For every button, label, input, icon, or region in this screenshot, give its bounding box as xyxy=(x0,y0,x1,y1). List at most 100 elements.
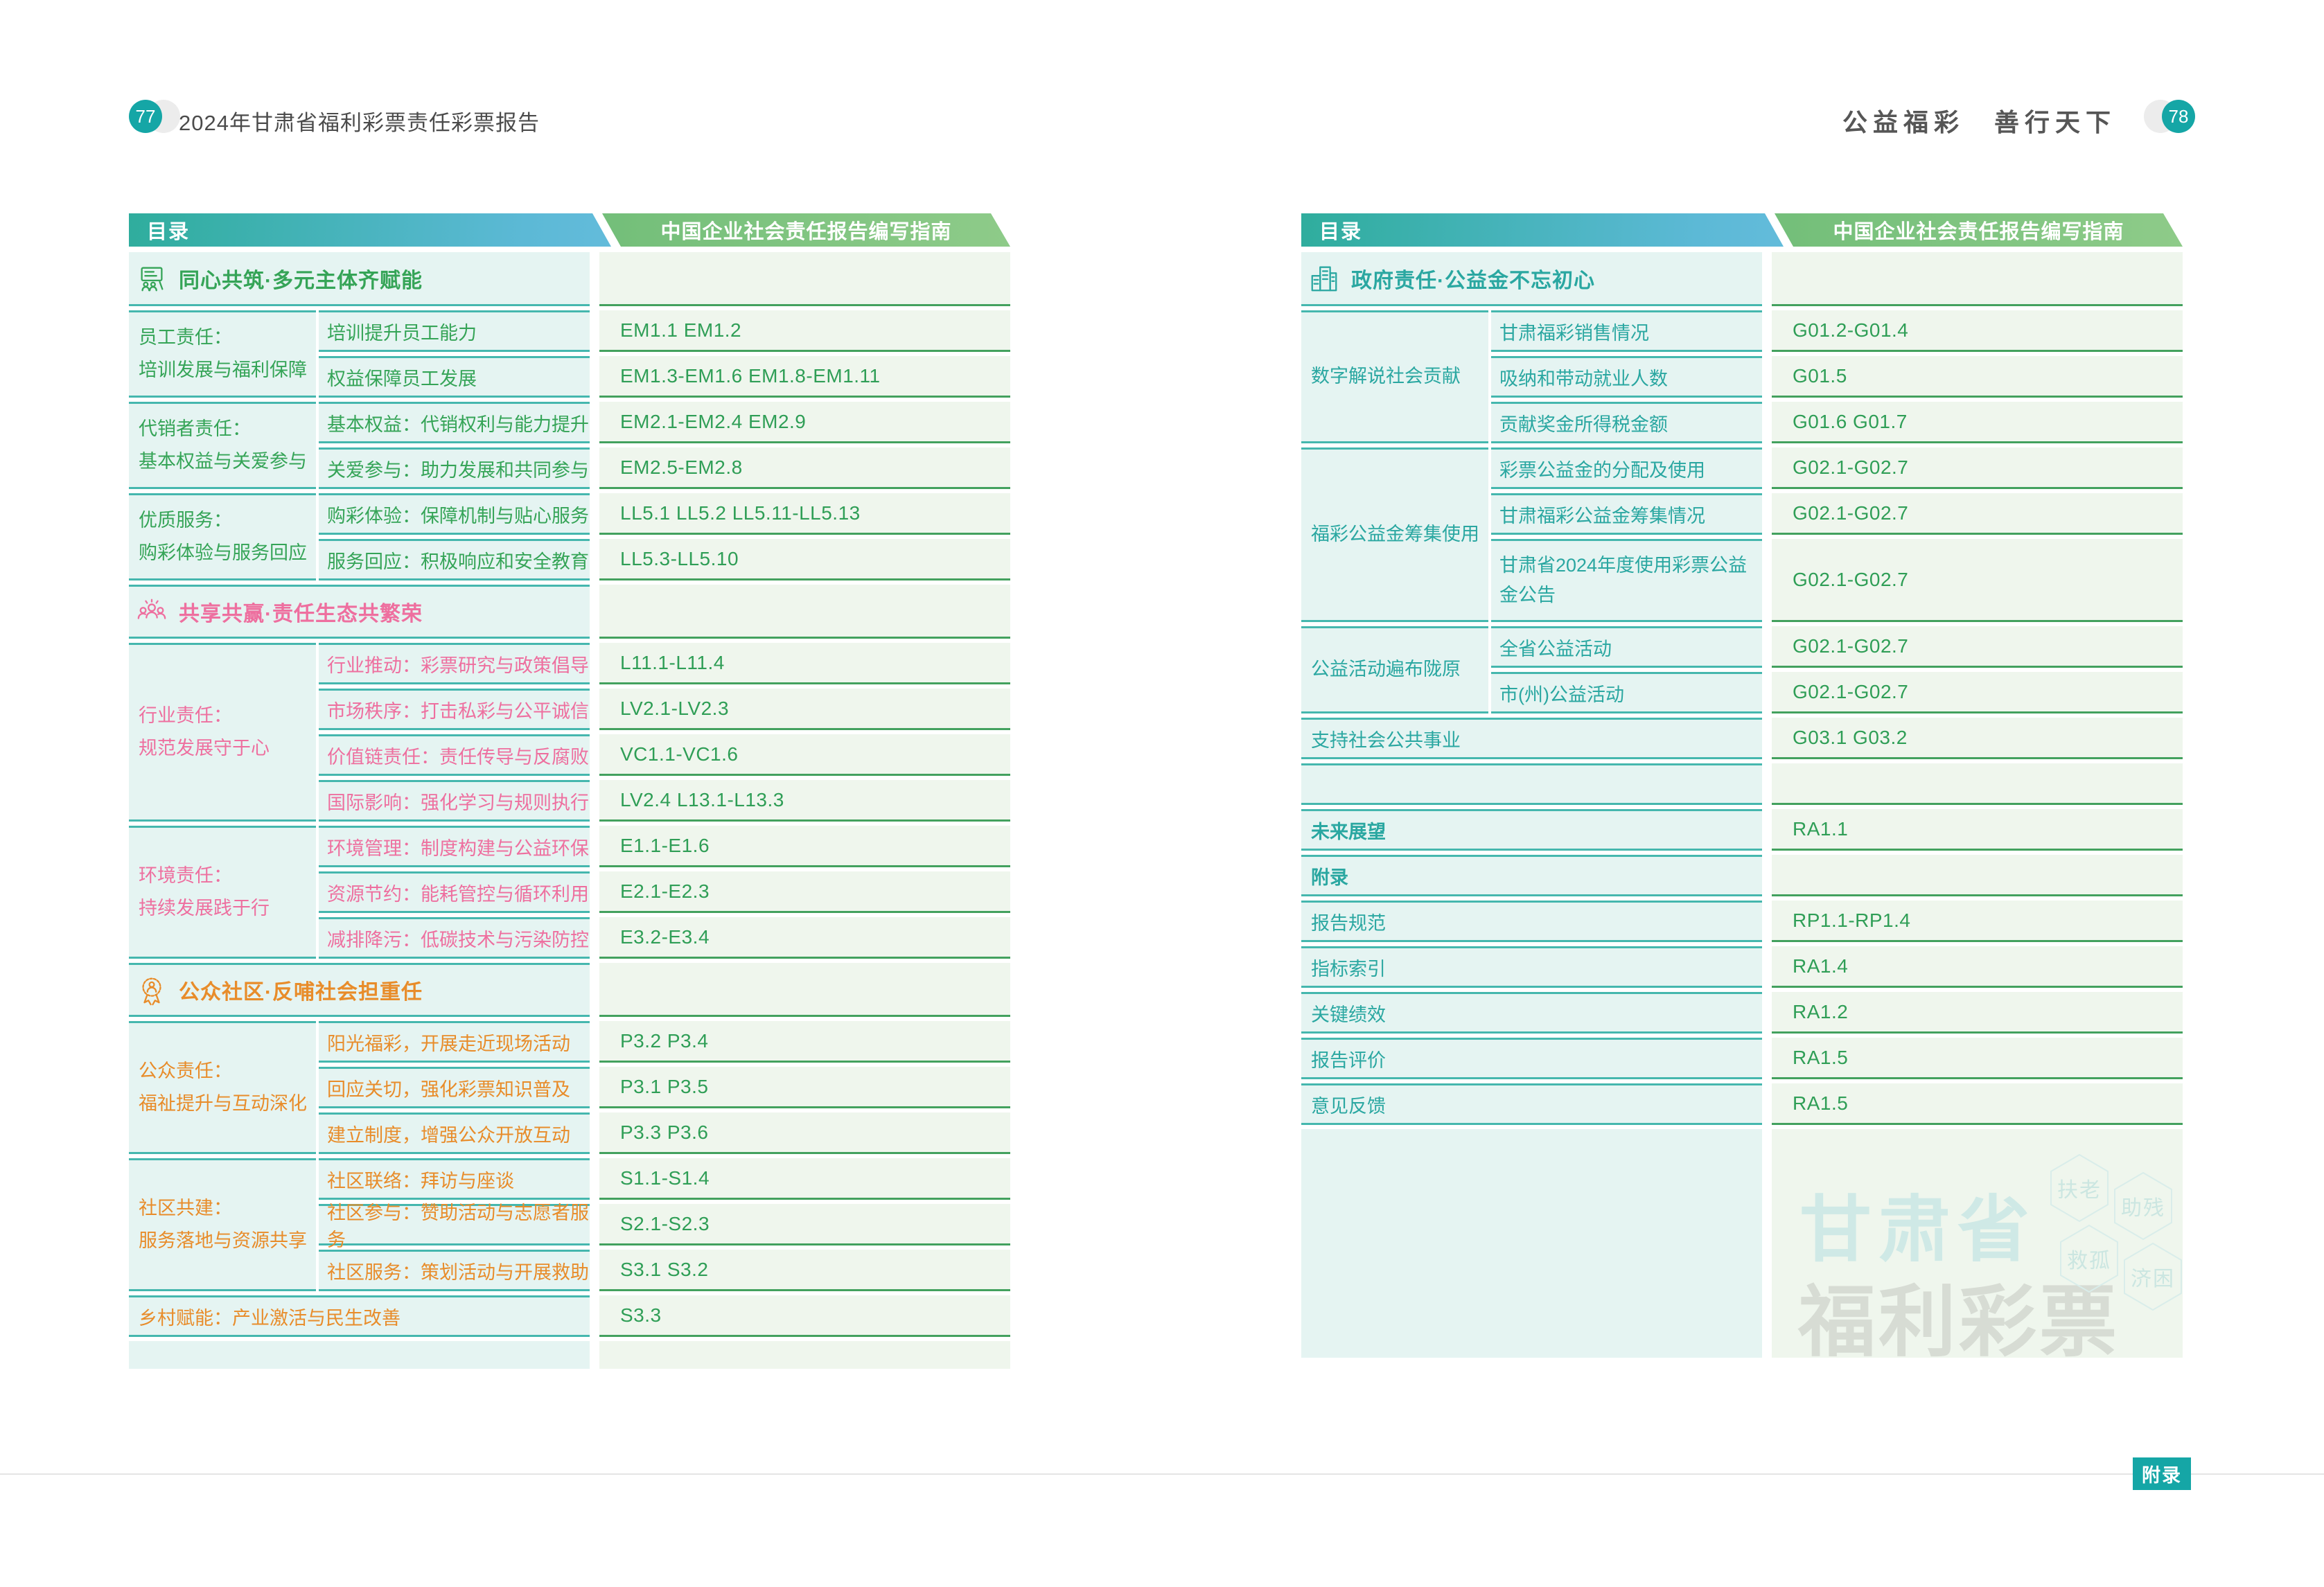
topic-cell: 关爱参与：助力发展和共同参与 xyxy=(319,447,590,489)
training-board-icon xyxy=(136,263,168,294)
community-badge-icon xyxy=(136,974,168,1006)
guide-header-label: 中国企业社会责任报告编写指南 xyxy=(660,221,952,243)
topic-cell: 贡献奖金所得税金额 xyxy=(1491,402,1762,443)
topic-cell: 基本权益：代销权利与能力提升 xyxy=(319,402,590,443)
code-cell xyxy=(599,963,1010,1017)
badge-label: 扶老 xyxy=(2057,1179,2102,1202)
code-cell: P3.2 P3.4 xyxy=(599,1021,1010,1063)
hexagon-badge: 助残 xyxy=(2111,1171,2175,1241)
guide-header-label: 中国企业社会责任报告编写指南 xyxy=(1833,221,2124,243)
appendix-tab: 附录 xyxy=(2133,1457,2191,1490)
section-title: 同心共筑·多元主体齐赋能 xyxy=(179,269,423,292)
code-cell: G03.1 G03.2 xyxy=(1772,718,2183,759)
toc-table-right: 目录 中国企业社会责任报告编写指南 政府责任·公益金不忘初心 数字解说社会贡献 … xyxy=(1301,213,2183,1358)
topic-cell: 社区参与：赞助活动与志愿者服务 xyxy=(319,1203,590,1250)
slogan: 公益福彩 善行天下 xyxy=(1842,109,2116,136)
code-cell: G02.1-G02.7 xyxy=(1772,626,2183,668)
topic-cell: 建立制度，增强公众开放互动 xyxy=(319,1112,590,1154)
topic-cell: 国际影响：强化学习与规则执行 xyxy=(319,780,590,822)
hexagon-badge: 济困 xyxy=(2121,1241,2183,1312)
group-cell: 环境责任： 持续发展践于行 xyxy=(129,826,316,959)
page-number-right-value: 78 xyxy=(2162,100,2195,133)
table-body: 政府责任·公益金不忘初心 数字解说社会贡献 甘肃福彩销售情况 G01.2-G01… xyxy=(1301,252,2183,1358)
topic-cell-full: 关键绩效 xyxy=(1301,992,1762,1034)
code-cell: G01.2-G01.4 xyxy=(1772,310,2183,352)
topic-cell: 资源节约：能耗管控与循环利用 xyxy=(319,871,590,913)
code-cell xyxy=(1772,855,2183,896)
watermark-text: 福利彩票 xyxy=(1798,1279,2120,1358)
toc-table-left: 目录 中国企业社会责任报告编写指南 同心共筑·多元主体齐赋能 员工责任： 培训发… xyxy=(129,213,1010,1369)
section-row: 共享共赢·责任生态共繁荣 xyxy=(129,585,590,639)
code-cell: LV2.4 L13.1-L13.3 xyxy=(599,780,1010,822)
code-cell xyxy=(599,585,1010,639)
empty-cell xyxy=(599,1341,1010,1369)
code-cell: S3.1 S3.2 xyxy=(599,1250,1010,1291)
toc-header-cell: 目录 xyxy=(129,213,611,247)
guide-header-cell: 中国企业社会责任报告编写指南 xyxy=(602,213,1010,247)
watermark-text: 甘肃省 xyxy=(1799,1190,2037,1270)
topic-cell: 甘肃福彩公益金筹集情况 xyxy=(1491,493,1762,535)
code-cell: S1.1-S1.4 xyxy=(599,1158,1010,1200)
code-cell: RA1.2 xyxy=(1772,992,2183,1034)
toc-header-cell: 目录 xyxy=(1301,213,1784,247)
topic-cell: 回应关切，强化彩票知识普及 xyxy=(319,1067,590,1108)
topic-cell-full: 附录 xyxy=(1301,855,1762,896)
code-cell: EM1.1 EM1.2 xyxy=(599,310,1010,352)
section-title: 共享共赢·责任生态共繁荣 xyxy=(179,603,423,626)
group-cell: 员工责任： 培训发展与福利保障 xyxy=(129,310,316,398)
code-cell: RA1.1 xyxy=(1772,809,2183,851)
group-cell: 公众责任： 福祉提升与互动深化 xyxy=(129,1021,316,1154)
code-cell: RA1.5 xyxy=(1772,1083,2183,1125)
toc-header-label: 目录 xyxy=(147,221,191,243)
section-row: 同心共筑·多元主体齐赋能 xyxy=(129,252,590,306)
topic-cell: 甘肃福彩销售情况 xyxy=(1491,310,1762,352)
topic-cell: 价值链责任：责任传导与反腐败 xyxy=(319,734,590,776)
code-cell: EM2.1-EM2.4 EM2.9 xyxy=(599,402,1010,443)
topic-cell-full: 乡村赋能：产业激活与民生改善 xyxy=(129,1295,590,1337)
code-cell: S2.1-S2.3 xyxy=(599,1204,1010,1245)
group-cell: 数字解说社会贡献 xyxy=(1301,310,1488,443)
group-cell: 公益活动遍布陇原 xyxy=(1301,626,1488,713)
code-cell: RP1.1-RP1.4 xyxy=(1772,901,2183,942)
code-cell: E3.2-E3.4 xyxy=(599,917,1010,959)
code-cell: G02.1-G02.7 xyxy=(1772,672,2183,713)
code-cell: G02.1-G02.7 xyxy=(1772,447,2183,489)
group-cell: 福彩公益金筹集使用 xyxy=(1301,447,1488,622)
topic-cell-full: 报告评价 xyxy=(1301,1038,1762,1079)
group-cell: 行业责任： 规范发展守于心 xyxy=(129,643,316,822)
topic-cell: 社区服务：策划活动与开展救助 xyxy=(319,1250,590,1291)
topic-cell: 服务回应：积极响应和安全教育 xyxy=(319,539,590,580)
guide-header-cell: 中国企业社会责任报告编写指南 xyxy=(1775,213,2183,247)
topic-cell: 权益保障员工发展 xyxy=(319,356,590,398)
page-number-right: 78 xyxy=(2144,100,2195,133)
topic-cell-full: 报告规范 xyxy=(1301,901,1762,942)
topic-cell: 行业推动：彩票研究与政策倡导 xyxy=(319,643,590,684)
topic-cell: 吸纳和带动就业人数 xyxy=(1491,356,1762,398)
topic-cell: 市(州)公益活动 xyxy=(1491,672,1762,713)
table-header: 目录 中国企业社会责任报告编写指南 xyxy=(129,213,1010,247)
empty-cell xyxy=(1301,1129,1762,1358)
topic-cell: 社区联络：拜访与座谈 xyxy=(319,1158,590,1200)
government-building-icon xyxy=(1308,263,1340,294)
code-cell xyxy=(599,252,1010,306)
topic-cell-full: 未来展望 xyxy=(1301,809,1762,851)
code-cell: P3.1 P3.5 xyxy=(599,1067,1010,1108)
hexagon-badge: 救孤 xyxy=(2057,1223,2121,1294)
watermark-cell: 甘肃省 福利彩票 扶老 助残 救孤 济困 xyxy=(1772,1129,2183,1358)
section-row: 政府责任·公益金不忘初心 xyxy=(1301,252,1762,306)
topic-cell: 市场秩序：打击私彩与公平诚信 xyxy=(319,689,590,730)
topic-cell-full: 意见反馈 xyxy=(1301,1083,1762,1125)
table-header: 目录 中国企业社会责任报告编写指南 xyxy=(1301,213,2183,247)
page-number-left: 77 xyxy=(129,100,180,133)
code-cell: LL5.1 LL5.2 LL5.11-LL5.13 xyxy=(599,493,1010,535)
toc-header-label: 目录 xyxy=(1319,221,1363,243)
report-title: 2024年甘肃省福利彩票责任彩票报告 xyxy=(179,111,540,135)
footer-divider xyxy=(0,1473,2324,1475)
badge-label: 助残 xyxy=(2121,1197,2165,1220)
page-number-left-value: 77 xyxy=(129,100,162,133)
table-body: 同心共筑·多元主体齐赋能 员工责任： 培训发展与福利保障 培训提升员工能力 EM… xyxy=(129,252,1010,1369)
empty-cell xyxy=(1301,763,1762,805)
code-cell: EM1.3-EM1.6 EM1.8-EM1.11 xyxy=(599,356,1010,398)
group-cell: 代销者责任： 基本权益与关爱参与 xyxy=(129,402,316,489)
topic-cell: 阳光福彩，开展走近现场活动 xyxy=(319,1021,590,1063)
